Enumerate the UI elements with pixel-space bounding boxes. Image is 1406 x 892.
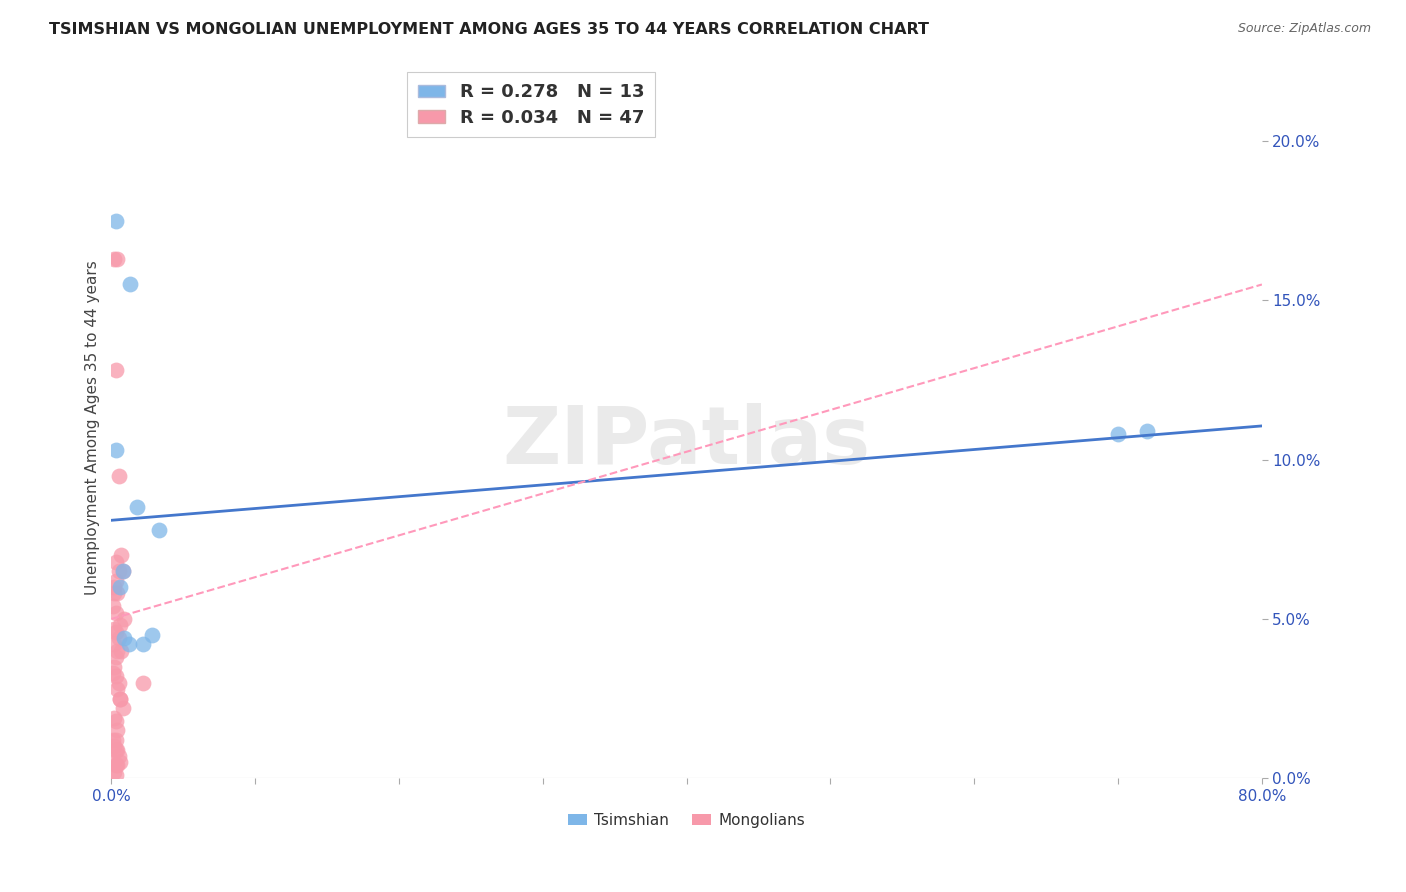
Point xyxy=(108,580,131,594)
Point xyxy=(105,644,128,658)
Point xyxy=(111,564,134,578)
Point xyxy=(103,252,125,266)
Text: ZIPatlas: ZIPatlas xyxy=(502,403,870,481)
Point xyxy=(132,637,155,651)
Point xyxy=(104,624,127,639)
Point xyxy=(112,631,135,645)
Point xyxy=(103,637,125,651)
Point xyxy=(104,768,127,782)
Point xyxy=(127,500,149,515)
Y-axis label: Unemployment Among Ages 35 to 44 years: Unemployment Among Ages 35 to 44 years xyxy=(86,260,100,595)
Point xyxy=(105,252,128,266)
Point xyxy=(118,637,141,651)
Point xyxy=(105,723,128,738)
Point xyxy=(103,756,125,770)
Point xyxy=(108,691,131,706)
Text: Source: ZipAtlas.com: Source: ZipAtlas.com xyxy=(1237,22,1371,36)
Point xyxy=(107,564,129,578)
Point xyxy=(104,606,127,620)
Point xyxy=(107,631,129,645)
Point xyxy=(105,681,128,696)
Point xyxy=(105,742,128,756)
Point xyxy=(1107,427,1129,442)
Point xyxy=(101,599,124,614)
Point xyxy=(108,618,131,632)
Point xyxy=(120,277,142,292)
Point xyxy=(111,564,134,578)
Point xyxy=(107,468,129,483)
Point xyxy=(132,675,155,690)
Text: TSIMSHIAN VS MONGOLIAN UNEMPLOYMENT AMONG AGES 35 TO 44 YEARS CORRELATION CHART: TSIMSHIAN VS MONGOLIAN UNEMPLOYMENT AMON… xyxy=(49,22,929,37)
Point xyxy=(104,574,127,588)
Point xyxy=(104,758,127,772)
Point xyxy=(103,586,125,600)
Point xyxy=(110,644,132,658)
Point xyxy=(104,363,127,377)
Point xyxy=(110,548,132,562)
Point xyxy=(103,739,125,754)
Point xyxy=(103,580,125,594)
Point xyxy=(112,612,135,626)
Point xyxy=(104,443,127,458)
Point xyxy=(101,666,124,681)
Point xyxy=(111,701,134,715)
Point xyxy=(103,711,125,725)
Point xyxy=(103,764,125,779)
Point xyxy=(141,628,163,642)
Point xyxy=(104,555,127,569)
Point xyxy=(1136,424,1159,438)
Point xyxy=(104,650,127,665)
Point xyxy=(104,669,127,683)
Point xyxy=(101,733,124,747)
Point xyxy=(105,586,128,600)
Point xyxy=(103,659,125,673)
Point xyxy=(107,748,129,763)
Point xyxy=(104,733,127,747)
Point xyxy=(104,742,127,756)
Legend: Tsimshian, Mongolians: Tsimshian, Mongolians xyxy=(562,806,811,834)
Point xyxy=(108,691,131,706)
Point xyxy=(104,214,127,228)
Point xyxy=(103,622,125,636)
Point xyxy=(108,756,131,770)
Point xyxy=(107,675,129,690)
Point xyxy=(148,523,170,537)
Point xyxy=(105,758,128,772)
Point xyxy=(104,714,127,728)
